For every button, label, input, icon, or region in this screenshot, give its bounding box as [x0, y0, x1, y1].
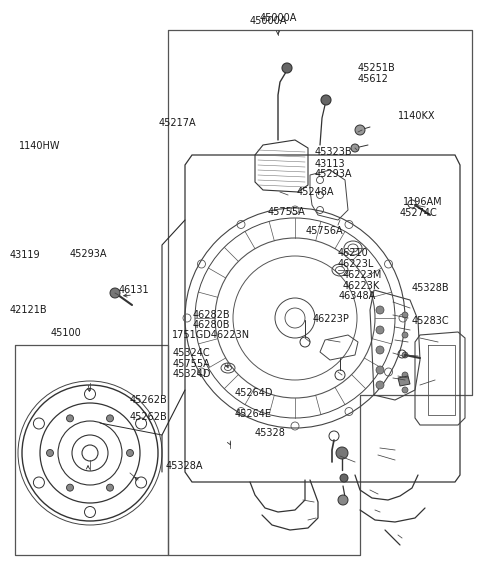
- Text: 45324D: 45324D: [173, 369, 211, 380]
- Circle shape: [376, 326, 384, 334]
- Circle shape: [376, 306, 384, 314]
- Text: 46223K: 46223K: [342, 281, 380, 291]
- Text: 45000A: 45000A: [249, 16, 287, 26]
- Text: 43113: 43113: [314, 158, 345, 169]
- Text: 45264E: 45264E: [234, 409, 271, 419]
- Text: 46223L: 46223L: [337, 259, 374, 270]
- Text: 1140HW: 1140HW: [19, 141, 60, 151]
- Text: 45283C: 45283C: [412, 316, 449, 326]
- Text: 45328B: 45328B: [412, 283, 449, 293]
- Text: 45612: 45612: [358, 74, 388, 84]
- Text: 42121B: 42121B: [10, 304, 47, 315]
- Text: 1140KX: 1140KX: [398, 111, 436, 121]
- Circle shape: [351, 144, 359, 152]
- Text: 1751GD46223N: 1751GD46223N: [172, 330, 250, 340]
- Text: 45262B: 45262B: [130, 394, 168, 405]
- Text: 46131: 46131: [119, 284, 150, 295]
- Circle shape: [127, 450, 133, 457]
- Circle shape: [321, 95, 331, 105]
- Circle shape: [282, 63, 292, 73]
- Circle shape: [376, 346, 384, 354]
- Text: 45755A: 45755A: [268, 207, 306, 217]
- Circle shape: [402, 332, 408, 338]
- Text: 45264D: 45264D: [234, 388, 273, 398]
- Circle shape: [402, 352, 408, 358]
- Text: 46223M: 46223M: [342, 270, 382, 280]
- Circle shape: [355, 125, 365, 135]
- Circle shape: [67, 484, 73, 491]
- Text: 1196AM: 1196AM: [403, 197, 443, 207]
- Circle shape: [376, 381, 384, 389]
- Circle shape: [402, 372, 408, 378]
- Text: 45328A: 45328A: [166, 461, 204, 471]
- Text: 46348A: 46348A: [339, 291, 376, 302]
- Polygon shape: [398, 376, 410, 386]
- Text: 43119: 43119: [10, 250, 40, 260]
- Text: 45262B: 45262B: [130, 412, 168, 422]
- Circle shape: [47, 450, 53, 457]
- Circle shape: [107, 484, 113, 491]
- Text: 46280B: 46280B: [193, 320, 230, 330]
- Text: 45756A: 45756A: [305, 226, 343, 237]
- Circle shape: [67, 415, 73, 422]
- Text: 45324C: 45324C: [173, 348, 210, 358]
- Circle shape: [402, 312, 408, 318]
- Circle shape: [107, 415, 113, 422]
- Text: 46223P: 46223P: [313, 314, 350, 324]
- Text: 45323B: 45323B: [314, 147, 352, 157]
- Text: 45248A: 45248A: [297, 186, 334, 197]
- Circle shape: [338, 495, 348, 505]
- Circle shape: [110, 288, 120, 298]
- Text: 45293A: 45293A: [314, 169, 352, 180]
- Text: 46210: 46210: [337, 248, 368, 258]
- Text: 45328: 45328: [254, 428, 285, 438]
- Text: 45755A: 45755A: [173, 359, 211, 369]
- Circle shape: [340, 474, 348, 482]
- Text: 46282B: 46282B: [193, 310, 230, 320]
- Text: 45274C: 45274C: [399, 208, 437, 218]
- Text: 45000A: 45000A: [259, 13, 297, 23]
- Text: 45217A: 45217A: [158, 118, 196, 128]
- Text: 45100: 45100: [50, 328, 81, 339]
- Text: 45293A: 45293A: [70, 249, 107, 259]
- Circle shape: [402, 387, 408, 393]
- Circle shape: [376, 366, 384, 374]
- Text: 45251B: 45251B: [358, 63, 396, 74]
- Circle shape: [336, 447, 348, 459]
